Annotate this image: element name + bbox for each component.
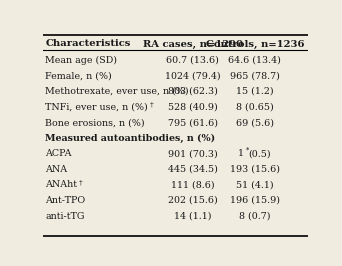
Text: Bone erosions, n (%): Bone erosions, n (%) xyxy=(45,118,145,127)
Text: 51 (4.1): 51 (4.1) xyxy=(236,180,274,189)
Text: 445 (34.5): 445 (34.5) xyxy=(168,165,218,174)
Text: RA cases, n=1290: RA cases, n=1290 xyxy=(143,39,242,48)
Text: Controls, n=1236: Controls, n=1236 xyxy=(206,39,304,48)
Text: Female, n (%): Female, n (%) xyxy=(45,72,112,80)
Text: †: † xyxy=(149,101,153,109)
Text: 69 (5.6): 69 (5.6) xyxy=(236,118,274,127)
Text: 965 (78.7): 965 (78.7) xyxy=(230,72,280,80)
Text: Characteristics: Characteristics xyxy=(45,39,131,48)
Text: ANA: ANA xyxy=(45,165,67,174)
Text: ACPA: ACPA xyxy=(45,149,72,158)
Text: 60.7 (13.6): 60.7 (13.6) xyxy=(166,56,219,65)
Text: †: † xyxy=(79,178,82,186)
Text: TNFi, ever use, n (%): TNFi, ever use, n (%) xyxy=(45,103,148,111)
Text: 795 (61.6): 795 (61.6) xyxy=(168,118,218,127)
Text: Mean age (SD): Mean age (SD) xyxy=(45,56,117,65)
Text: anti-tTG: anti-tTG xyxy=(45,211,85,221)
Text: Ant-TPO: Ant-TPO xyxy=(45,196,86,205)
Text: ANAht: ANAht xyxy=(45,180,77,189)
Text: 803 (62.3): 803 (62.3) xyxy=(168,87,218,96)
Text: 1024 (79.4): 1024 (79.4) xyxy=(165,72,220,80)
Text: 193 (15.6): 193 (15.6) xyxy=(230,165,280,174)
Text: 14 (1.1): 14 (1.1) xyxy=(174,211,211,221)
Text: 111 (8.6): 111 (8.6) xyxy=(171,180,214,189)
Text: 8 (0.65): 8 (0.65) xyxy=(236,103,274,111)
Text: *: * xyxy=(246,147,249,155)
Text: Measured autoantibodies, n (%): Measured autoantibodies, n (%) xyxy=(45,134,215,143)
Text: 15 (1.2): 15 (1.2) xyxy=(236,87,274,96)
Text: 196 (15.9): 196 (15.9) xyxy=(230,196,280,205)
Text: (0.5): (0.5) xyxy=(248,149,271,158)
Text: 901 (70.3): 901 (70.3) xyxy=(168,149,218,158)
Text: 202 (15.6): 202 (15.6) xyxy=(168,196,218,205)
Text: Methotrexate, ever use, n (%): Methotrexate, ever use, n (%) xyxy=(45,87,189,96)
Text: 64.6 (13.4): 64.6 (13.4) xyxy=(228,56,281,65)
Text: 8 (0.7): 8 (0.7) xyxy=(239,211,271,221)
Text: 1: 1 xyxy=(238,149,244,158)
Text: 528 (40.9): 528 (40.9) xyxy=(168,103,218,111)
